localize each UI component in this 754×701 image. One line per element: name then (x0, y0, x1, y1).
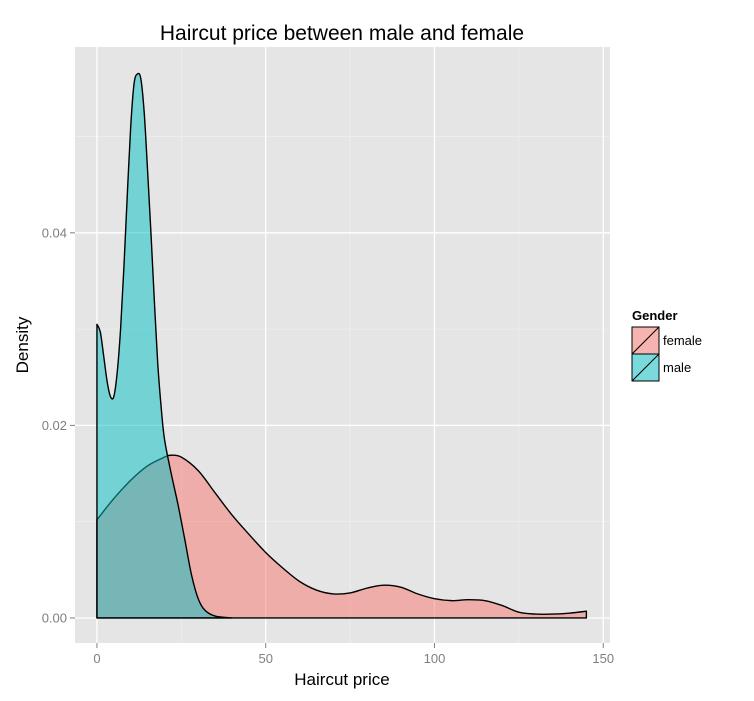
legend-label-male: male (663, 360, 691, 375)
legend-key-slash (631, 353, 660, 382)
legend: Gender female male (631, 308, 702, 382)
y-tick-label: 0.00 (42, 610, 67, 625)
density-area-male (96, 72, 233, 619)
density-area-female (96, 454, 588, 619)
x-tick-label: 50 (258, 651, 272, 666)
y-axis-title: Density (13, 316, 32, 373)
legend-label-female: female (663, 333, 702, 348)
x-axis-title: Haircut price (294, 670, 389, 689)
chart-title: Haircut price between male and female (160, 22, 524, 45)
x-tick-label: 150 (592, 651, 614, 666)
y-tick-label: 0.04 (42, 225, 67, 240)
x-tick-label: 0 (93, 651, 100, 666)
legend-title: Gender (632, 308, 678, 323)
x-axis: 0 50 100 150 (93, 643, 614, 666)
y-tick-label: 0.02 (42, 418, 67, 433)
x-tick-label: 100 (424, 651, 446, 666)
density-areas (96, 72, 588, 619)
y-axis: 0.00 0.02 0.04 (42, 225, 75, 625)
legend-key-slash (631, 326, 660, 355)
